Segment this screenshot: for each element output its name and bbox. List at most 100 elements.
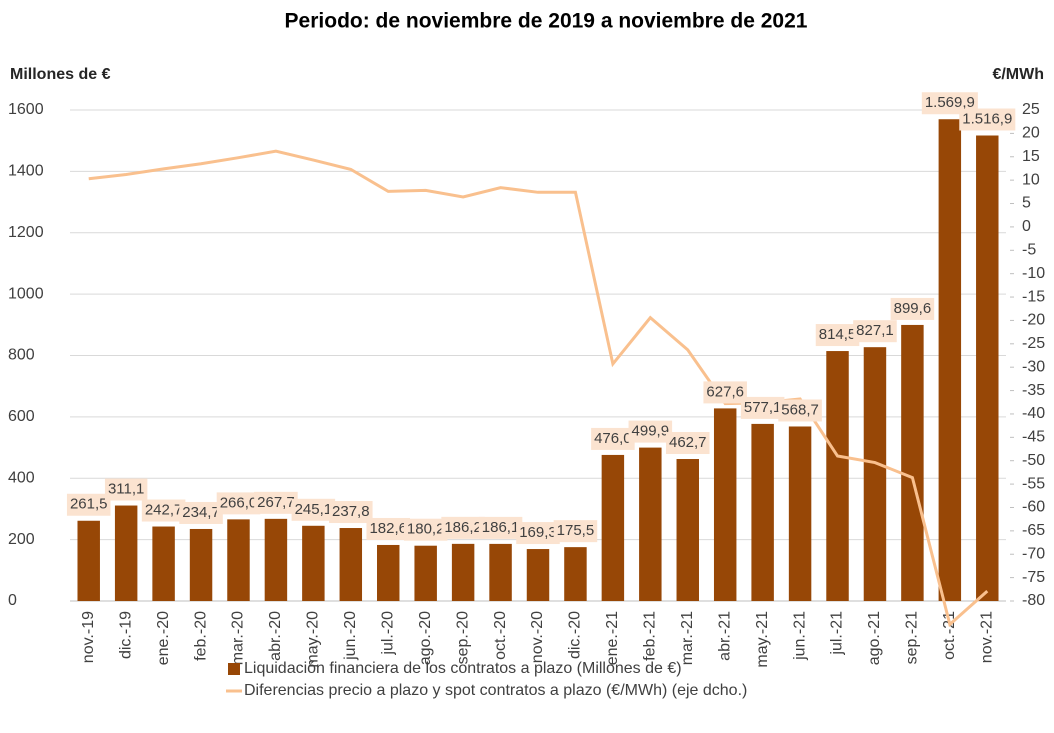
- y-axis-title: Millones de €: [10, 66, 111, 83]
- y2-tick-label: -80: [1022, 592, 1045, 609]
- value-label-bg: [441, 516, 485, 539]
- value-label-bg: [703, 381, 747, 404]
- x-tick-label: may.-21: [754, 611, 771, 668]
- bar: [713, 408, 737, 601]
- x-tick-label: may.-20: [305, 611, 322, 668]
- y-tick-label: 1400: [8, 163, 44, 180]
- value-label: 175,5: [557, 522, 595, 539]
- y2-tick-label: -45: [1022, 429, 1045, 446]
- bar: [302, 525, 325, 601]
- y-tick-label: 1200: [8, 224, 44, 241]
- bar: [264, 518, 288, 601]
- x-tick-label: oct.-20: [492, 611, 509, 660]
- value-label: 627,6: [706, 383, 744, 400]
- bar: [489, 543, 512, 601]
- x-tick-label: sep.-20: [454, 611, 471, 664]
- x-tick-label: dic.-19: [117, 611, 134, 659]
- value-label: 814,5: [819, 326, 857, 343]
- y-tick-label: 800: [8, 347, 35, 364]
- value-label: 462,7: [669, 434, 707, 451]
- value-label: 261,5: [70, 496, 108, 513]
- value-label: 242,7: [145, 501, 183, 518]
- y2-tick-label: -30: [1022, 358, 1045, 375]
- value-label: 476,0: [594, 430, 632, 447]
- x-tick-label: ago.-21: [866, 611, 883, 665]
- bar: [526, 549, 550, 601]
- y2-tick-label: -25: [1022, 335, 1045, 352]
- value-label-bg: [591, 427, 635, 450]
- x-tick-label: ene.-20: [155, 611, 172, 665]
- value-label: 1.569,9: [925, 94, 975, 111]
- value-label: 267,7: [257, 494, 295, 511]
- value-label: 266,0: [220, 494, 258, 511]
- y2-tick-label: 20: [1022, 125, 1040, 142]
- value-label-bg: [254, 491, 298, 514]
- legend-label: Liquidación financiera de los contratos …: [244, 660, 682, 677]
- value-label-bg: [853, 320, 897, 343]
- value-label-bg: [291, 498, 336, 521]
- value-label-bg: [366, 517, 411, 540]
- y2-tick-label: -5: [1022, 242, 1036, 259]
- y2-tick-label: -20: [1022, 312, 1045, 329]
- x-tick-label: jun.-21: [791, 611, 808, 661]
- x-tick-label: feb.-21: [642, 611, 659, 661]
- value-label-bg: [179, 501, 223, 524]
- value-label-bg: [959, 108, 1016, 131]
- x-tick-label: mar.-20: [230, 611, 247, 665]
- x-tick-label: nov.-20: [529, 611, 546, 663]
- value-label: 234,7: [182, 504, 220, 521]
- bar: [414, 545, 437, 601]
- y2-tick-label: -65: [1022, 522, 1045, 539]
- y2-tick-label: 5: [1022, 195, 1031, 212]
- chart-title: Periodo: de noviembre de 2019 a noviembr…: [285, 10, 808, 33]
- value-label-bg: [66, 493, 111, 516]
- bar: [114, 505, 138, 601]
- y2-tick-label: 0: [1022, 218, 1031, 235]
- y2-tick-label: 15: [1022, 148, 1040, 165]
- x-tick-label: jul.-20: [379, 611, 396, 656]
- x-tick-label: abr.-20: [267, 611, 284, 661]
- x-tick-label: abr.-21: [716, 611, 733, 661]
- bar: [189, 528, 213, 601]
- value-label-bg: [665, 432, 710, 455]
- y-tick-label: 0: [8, 592, 17, 609]
- x-tick-label: feb.-20: [192, 611, 209, 661]
- y-tick-label: 400: [8, 469, 35, 486]
- value-label: 186,2: [444, 519, 482, 536]
- value-label-bg: [141, 499, 186, 522]
- bar: [676, 459, 699, 601]
- bar: [976, 135, 999, 601]
- value-label-bg: [403, 518, 448, 541]
- value-label: 577,1: [744, 399, 782, 416]
- legend-swatch: [228, 663, 240, 675]
- value-label: 568,7: [781, 401, 819, 418]
- bar: [152, 526, 175, 601]
- value-label: 180,2: [407, 521, 445, 538]
- x-tick-label: nov.-21: [978, 611, 995, 663]
- bar: [901, 324, 924, 601]
- bar: [639, 447, 662, 601]
- value-label-bg: [628, 420, 673, 443]
- y2-tick-label: -75: [1022, 569, 1045, 586]
- x-tick-label: nov.-19: [80, 611, 97, 663]
- legend-label: Diferencias precio a plazo y spot contra…: [244, 682, 747, 699]
- y2-axis-title: €/MWh: [992, 66, 1044, 83]
- value-label-bg: [104, 478, 148, 501]
- bar: [339, 528, 363, 601]
- value-label-bg: [815, 324, 860, 347]
- x-tick-label: jul.-21: [829, 611, 846, 656]
- bar: [826, 351, 849, 601]
- value-label-bg: [516, 522, 560, 545]
- value-label: 245,1: [295, 501, 333, 518]
- y2-tick-label: -15: [1022, 288, 1045, 305]
- y-tick-label: 600: [8, 408, 35, 425]
- y-tick-label: 1600: [8, 101, 44, 118]
- bar: [451, 543, 475, 601]
- x-tick-label: ago.-20: [417, 611, 434, 665]
- x-tick-label: mar.-21: [679, 611, 696, 665]
- value-label-bg: [778, 399, 822, 422]
- x-tick-label: sep.-21: [904, 611, 921, 664]
- y2-tick-label: 10: [1022, 171, 1040, 188]
